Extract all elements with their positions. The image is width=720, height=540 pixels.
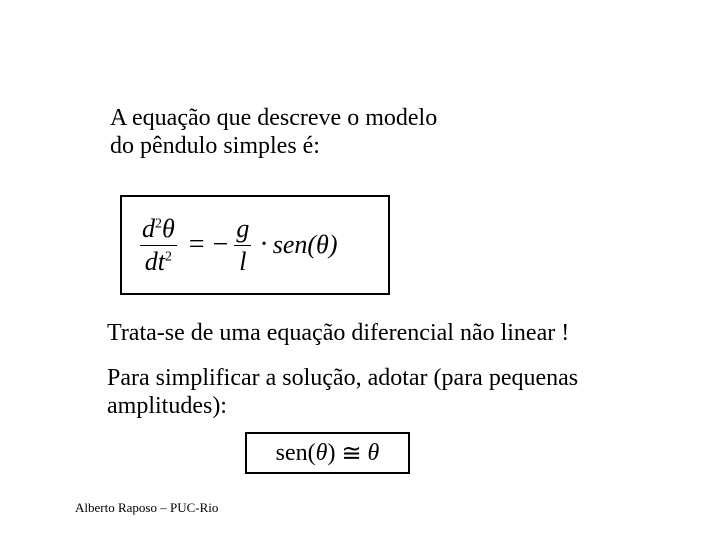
equals-sign: =: [181, 229, 213, 261]
approx-sign: ≅: [335, 439, 367, 468]
commentary-simplify: Para simplificar a solução, adotar (para…: [107, 365, 647, 420]
intro-text: A equação que descreve o modelo do pêndu…: [110, 105, 437, 160]
commentary-nonlinear: Trata-se de uma equação diferencial não …: [107, 320, 569, 347]
dot-operator: ·: [255, 229, 272, 261]
simplify-line2: amplitudes):: [107, 393, 227, 419]
equation-box-main: d2θ dt2 = − g l · sen(θ): [120, 195, 390, 295]
lhs-numerator: d2θ: [140, 214, 177, 244]
minus-sign: −: [213, 229, 231, 261]
rhs-denominator: l: [237, 247, 248, 277]
fraction-bar: [234, 245, 251, 246]
slide: A equação que descreve o modelo do pêndu…: [0, 0, 720, 540]
rhs-fraction: g l: [234, 214, 251, 277]
intro-line2: do pêndulo simples é:: [110, 133, 320, 159]
sen-function: sen(θ): [273, 230, 338, 260]
lhs-fraction: d2θ dt2: [140, 214, 177, 277]
approx-lhs: sen(θ): [276, 440, 336, 467]
footer-credit: Alberto Raposo – PUC-Rio: [75, 500, 218, 516]
intro-line1: A equação que descreve o modelo: [110, 105, 437, 131]
lhs-denominator: dt2: [143, 247, 174, 277]
rhs-numerator: g: [234, 214, 251, 244]
approx-rhs: θ: [368, 440, 380, 467]
fraction-bar: [140, 245, 177, 246]
simplify-line1: Para simplificar a solução, adotar (para…: [107, 365, 578, 391]
equation-box-approx: sen(θ) ≅ θ: [245, 432, 410, 474]
